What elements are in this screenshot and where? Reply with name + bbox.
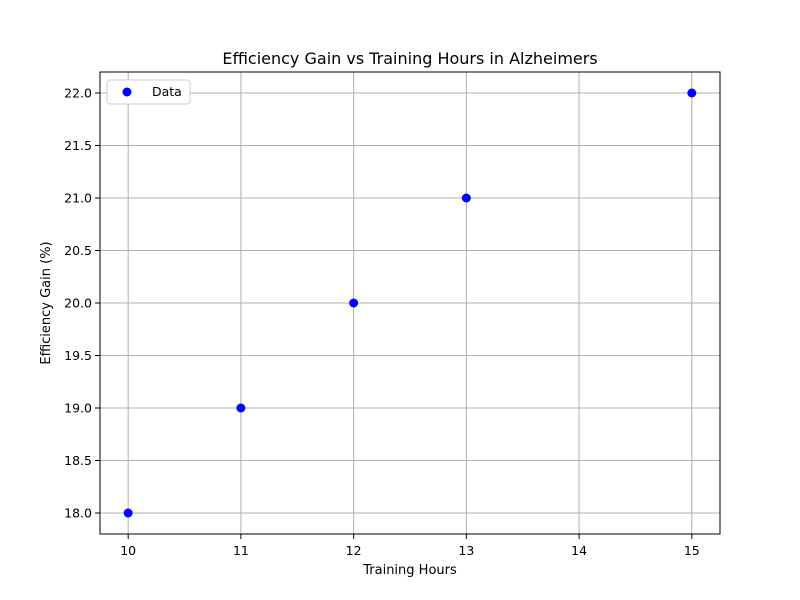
y-tick-label: 20.0: [64, 296, 92, 311]
data-points: [123, 88, 697, 518]
x-tick-label: 11: [233, 543, 249, 558]
legend-box: [106, 79, 191, 105]
y-axis-label: Efficiency Gain (%): [39, 241, 54, 364]
y-tick-label: 18.0: [64, 506, 92, 521]
scatter-point: [349, 298, 359, 308]
y-tick-label: 20.5: [64, 243, 92, 258]
x-tick-label: 13: [458, 543, 474, 558]
scatter-point: [123, 508, 133, 518]
y-tick-label: 21.0: [64, 191, 92, 206]
x-axis-ticks: 10 11 12 13 14 15: [120, 534, 700, 558]
legend-entry-data: Data: [152, 84, 182, 99]
x-tick-label: 14: [571, 543, 587, 558]
legend-marker: [122, 87, 132, 97]
legend: Data: [106, 79, 191, 105]
scatter-point: [687, 88, 697, 98]
x-tick-label: 10: [120, 543, 136, 558]
y-tick-label: 19.0: [64, 401, 92, 416]
chart-title: Efficiency Gain vs Training Hours in Alz…: [222, 49, 597, 68]
y-axis-ticks: 18.0 18.5 19.0 19.5 20.0 20.5 21.0 21.5 22.0: [64, 86, 100, 521]
scatter-point: [236, 403, 246, 413]
y-tick-label: 19.5: [64, 348, 92, 363]
x-tick-label: 15: [684, 543, 700, 558]
x-axis-label: Training Hours: [362, 563, 457, 578]
grid-lines: [100, 72, 720, 534]
y-tick-label: 18.5: [64, 453, 92, 468]
x-tick-label: 12: [346, 543, 362, 558]
y-tick-label: 22.0: [64, 86, 92, 101]
scatter-point: [461, 193, 471, 203]
y-tick-label: 21.5: [64, 138, 92, 153]
